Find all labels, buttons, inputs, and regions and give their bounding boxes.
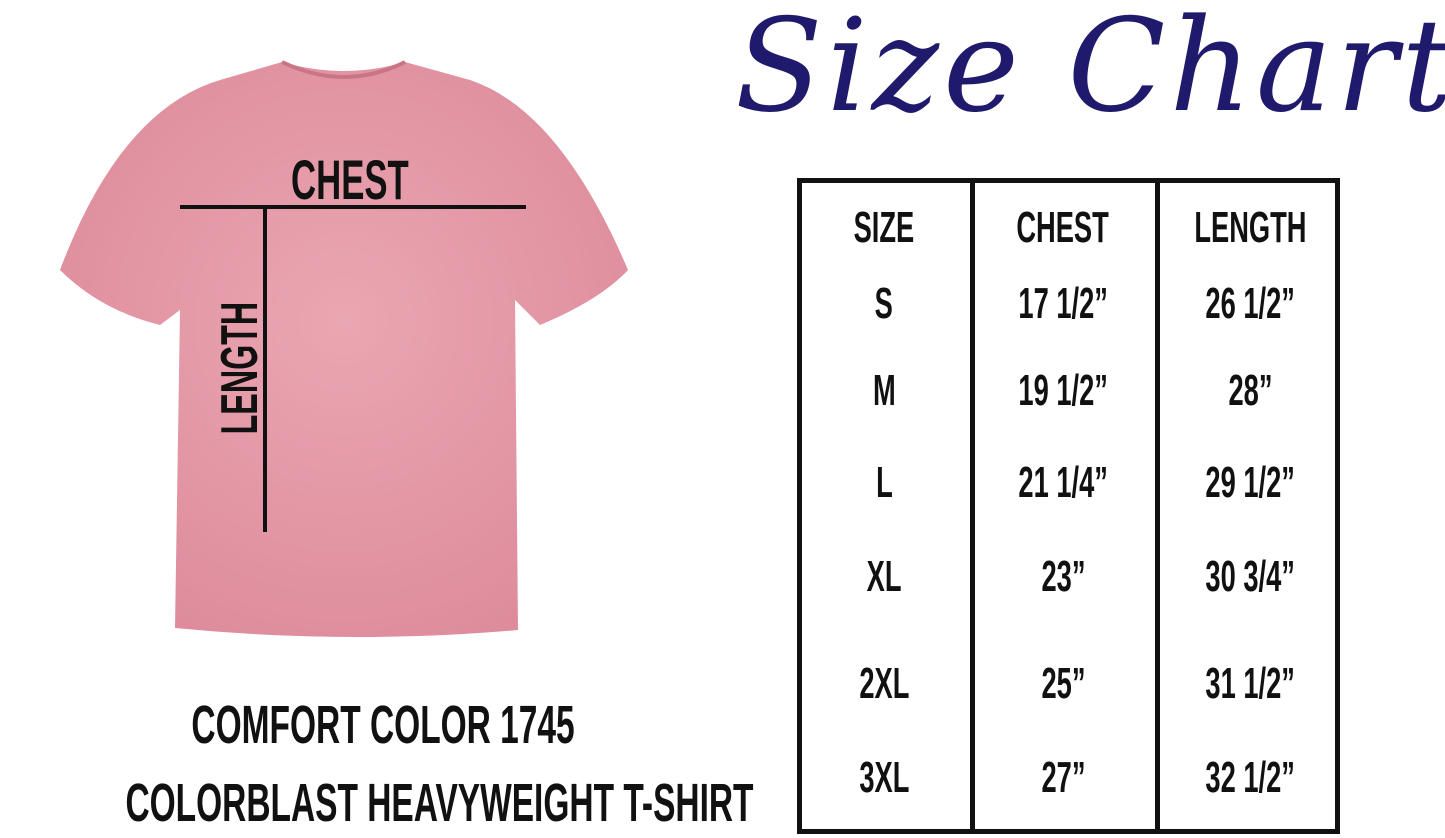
caption-line-1-wrap: COMFORT COLOR 1745 — [0, 695, 833, 755]
t-shirt-collar — [281, 60, 406, 79]
caption-line-2-wrap: COLORBLAST HEAVYWEIGHT T-SHIRT — [0, 773, 833, 833]
size-cell: XL — [794, 552, 974, 602]
chest-value: 17 1/2” — [1018, 279, 1108, 328]
size-cell: L — [794, 458, 974, 508]
product-description: COLORBLAST HEAVYWEIGHT T-SHIRT — [125, 773, 754, 833]
chest-label: CHEST — [291, 148, 409, 211]
length-value: 29 1/2” — [1205, 458, 1295, 507]
length-label: LENGTH — [211, 301, 269, 435]
size-cell: S — [794, 279, 974, 329]
t-shirt-illustration — [60, 60, 628, 638]
size-cell: 2XL — [794, 659, 974, 709]
chest-cell: 23” — [973, 552, 1153, 602]
size-value: S — [874, 279, 894, 328]
length-value: 31 1/2” — [1205, 659, 1295, 708]
length-value: 26 1/2” — [1205, 279, 1295, 328]
chest-value: 21 1/4” — [1018, 458, 1108, 507]
length-cell: 32 1/2” — [1160, 753, 1340, 803]
column-divider — [1155, 183, 1160, 829]
header-length-value: LENGTH — [1194, 203, 1307, 252]
header-size-value: SIZE — [853, 203, 915, 252]
header-length-cell: LENGTH — [1160, 203, 1340, 253]
chest-value: 23” — [1040, 552, 1085, 601]
chest-value: 19 1/2” — [1018, 366, 1108, 415]
column-divider — [970, 183, 975, 829]
length-cell: 28” — [1160, 366, 1340, 416]
size-table: SIZE CHEST LENGTH S 17 1/2” 26 1/2” M 19 1/2” 28… — [797, 178, 1340, 834]
length-value: 32 1/2” — [1205, 753, 1295, 802]
size-value: XL — [866, 552, 902, 601]
size-value: M — [872, 366, 896, 415]
chest-cell: 27” — [973, 753, 1153, 803]
header-size-cell: SIZE — [794, 203, 974, 253]
chest-label-wrap: CHEST — [250, 150, 450, 210]
size-cell: M — [794, 366, 974, 416]
length-value: 28” — [1227, 366, 1272, 415]
chest-cell: 25” — [973, 659, 1153, 709]
chest-value: 27” — [1040, 753, 1085, 802]
chest-value: 25” — [1040, 659, 1085, 708]
header-chest-cell: CHEST — [973, 203, 1153, 253]
header-chest-value: CHEST — [1016, 203, 1110, 252]
length-value: 30 3/4” — [1205, 552, 1295, 601]
size-value: 3XL — [858, 753, 910, 802]
size-value: 2XL — [858, 659, 910, 708]
length-cell: 30 3/4” — [1160, 552, 1340, 602]
length-cell: 29 1/2” — [1160, 458, 1340, 508]
length-cell: 26 1/2” — [1160, 279, 1340, 329]
size-value: L — [875, 458, 893, 507]
size-chart-title: Size Chart — [735, 0, 1445, 141]
chest-cell: 17 1/2” — [973, 279, 1153, 329]
length-label-wrap: LENGTH — [210, 275, 270, 475]
chest-cell: 19 1/2” — [973, 366, 1153, 416]
product-name: COMFORT COLOR 1745 — [191, 695, 575, 755]
chest-cell: 21 1/4” — [973, 458, 1153, 508]
length-cell: 31 1/2” — [1160, 659, 1340, 709]
size-cell: 3XL — [794, 753, 974, 803]
